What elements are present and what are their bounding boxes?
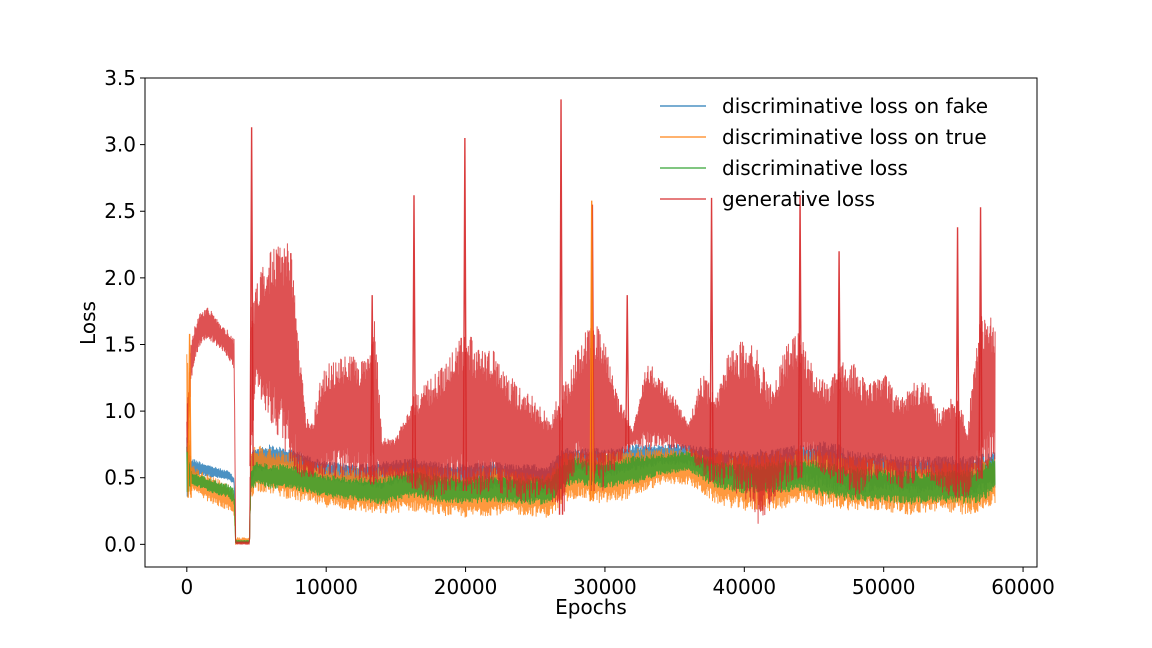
spike-mark [462,137,468,492]
x-tick-label: 0 [180,575,193,599]
spike-mark [558,99,564,515]
spike-mark [369,295,375,485]
y-axis-label: Loss [76,301,100,345]
x-tick-label: 10000 [294,575,358,599]
spike-mark [709,197,714,483]
y-tick-label: 1.5 [104,332,136,356]
spike-mark [589,200,594,502]
legend: discriminative loss on fake discriminativ… [660,94,988,211]
legend-label: generative loss [722,187,875,211]
y-tick-label: 3.5 [104,66,136,90]
x-tick-label: 20000 [434,575,498,599]
plot-frame [144,77,1038,568]
x-tick-label: 30000 [573,575,637,599]
y-axis: 0.0 0.5 1.0 1.5 2.0 2.5 3.0 3.5 [104,66,145,556]
legend-label: discriminative loss on true [722,125,987,149]
spike-mark [955,227,960,498]
y-tick-label: 0.0 [104,532,136,556]
spike-mark [836,251,842,484]
x-tick-label: 50000 [852,575,916,599]
legend-label: discriminative loss on fake [722,94,988,118]
y-tick-label: 3.0 [104,133,136,157]
y-tick-label: 1.0 [104,399,136,423]
spike-mark [797,195,803,478]
x-axis-label: Epochs [555,595,627,619]
x-tick-label: 40000 [713,575,777,599]
spike-mark [411,195,417,489]
legend-label: discriminative loss [722,156,908,180]
y-tick-label: 2.5 [104,199,136,223]
spike-mark [187,333,192,498]
x-axis: 0 10000 20000 30000 40000 50000 60000 [180,567,1055,599]
y-tick-label: 2.0 [104,266,136,290]
series-layer [186,99,996,545]
spike-mark [625,295,630,453]
y-tick-label: 0.5 [104,466,136,490]
x-tick-label: 60000 [991,575,1055,599]
spike-mark [978,207,983,479]
spike-mark [249,127,254,467]
